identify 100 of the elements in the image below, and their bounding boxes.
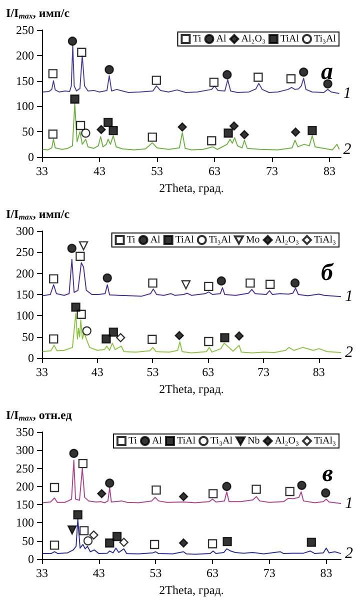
point xyxy=(48,130,58,139)
point xyxy=(68,36,78,46)
point xyxy=(178,492,188,502)
point xyxy=(89,530,98,540)
point xyxy=(68,525,77,535)
point xyxy=(77,48,86,57)
legend-label: Al xyxy=(150,234,161,246)
x-tick-label: 73 xyxy=(257,365,270,379)
x-tick-label: 73 xyxy=(263,566,276,580)
point xyxy=(108,126,118,136)
point xyxy=(285,486,294,496)
point xyxy=(83,536,93,546)
x-tick-label: 43 xyxy=(91,365,104,379)
legend-label: Mo xyxy=(246,234,260,246)
y-tick-label: 200 xyxy=(16,479,34,494)
point xyxy=(152,76,162,85)
legend-label: Nb xyxy=(248,436,260,446)
point xyxy=(119,538,128,547)
y-tick-label: 50 xyxy=(22,124,34,139)
y-tick-label: 300 xyxy=(16,443,34,458)
y-tick-label: 200 xyxy=(16,48,34,62)
point xyxy=(204,336,214,346)
annotation: а xyxy=(321,59,333,85)
point xyxy=(78,458,88,468)
point xyxy=(105,478,114,488)
legend-label: Ti xyxy=(126,234,136,246)
x-tick-label: 33 xyxy=(36,566,48,580)
x-tick-label: 63 xyxy=(208,164,220,178)
legend-label: Ti xyxy=(192,34,202,44)
y-tick-label: 250 xyxy=(16,245,34,260)
y-tick-label: 0 xyxy=(28,351,34,365)
x-tick-label: 73 xyxy=(266,164,278,178)
y-tick-label: 0 xyxy=(28,150,34,164)
annotation: 2 xyxy=(343,140,352,158)
point xyxy=(286,74,296,84)
y-tick-label: 100 xyxy=(16,99,34,114)
point xyxy=(306,538,316,547)
point xyxy=(299,68,308,77)
x-tick-label: 63 xyxy=(206,566,219,580)
legend-label: Ti xyxy=(128,436,138,446)
y-tick-label: 150 xyxy=(16,74,34,88)
point xyxy=(104,118,113,128)
point xyxy=(152,485,161,495)
y-tick-label: 50 xyxy=(22,534,34,548)
x-tick-label: 43 xyxy=(92,566,105,580)
x-tick-label: 53 xyxy=(151,164,163,178)
legend-label: Al xyxy=(216,34,226,44)
point xyxy=(266,280,275,289)
point xyxy=(297,480,306,490)
point xyxy=(246,278,255,288)
point xyxy=(76,252,85,261)
point xyxy=(208,539,218,548)
y-tick-label: 0 xyxy=(28,552,34,566)
point xyxy=(105,538,114,548)
point xyxy=(82,326,92,336)
x-tick-label: 53 xyxy=(146,365,159,379)
y-tick-label: 300 xyxy=(16,224,34,238)
y-tick-label: 350 xyxy=(16,425,34,439)
y-tick-label: 150 xyxy=(16,288,34,302)
point xyxy=(174,330,184,340)
legend-label: Al₂O₃ xyxy=(274,436,299,446)
point xyxy=(222,536,232,546)
legend-label: Al₂O₃ xyxy=(241,34,266,44)
point xyxy=(321,488,330,498)
legend-label: TiAl xyxy=(175,234,194,246)
point xyxy=(323,79,332,88)
legend-label: TiAl xyxy=(280,34,300,44)
point xyxy=(97,489,106,498)
annotation: 2 xyxy=(345,344,353,361)
x-tick-label: 53 xyxy=(150,566,162,580)
x-tick-label: 83 xyxy=(312,365,325,379)
y-tick-label: 250 xyxy=(16,23,34,37)
point xyxy=(70,94,80,104)
annotation: 1 xyxy=(345,288,353,306)
point xyxy=(216,276,226,286)
legend-label: TiAl₃ xyxy=(314,234,336,246)
point xyxy=(71,302,80,312)
x-axis-title: 2Theta, град. xyxy=(159,382,224,396)
y-tick-label: 50 xyxy=(22,330,34,344)
point xyxy=(49,274,58,284)
legend-label: Al₂O₃ xyxy=(274,234,299,246)
legend-label: Ti₃Al xyxy=(210,436,233,446)
point xyxy=(220,333,230,342)
point xyxy=(67,244,76,253)
x-tick-label: 43 xyxy=(94,164,106,178)
y-tick-label: 100 xyxy=(16,516,34,530)
point xyxy=(102,273,112,283)
legend-label: Ti₃Al xyxy=(208,234,232,246)
x-axis-title: 2Theta, град. xyxy=(159,582,224,597)
point xyxy=(49,334,58,344)
point xyxy=(73,510,82,520)
annotation: в xyxy=(322,461,334,487)
annotation: 1 xyxy=(345,494,353,512)
point xyxy=(69,448,78,458)
x-axis-title: 2Theta, град. xyxy=(159,180,224,195)
annotation: 1 xyxy=(343,85,352,102)
point xyxy=(76,310,86,319)
point xyxy=(178,122,187,132)
point xyxy=(252,484,261,494)
point xyxy=(290,278,300,288)
